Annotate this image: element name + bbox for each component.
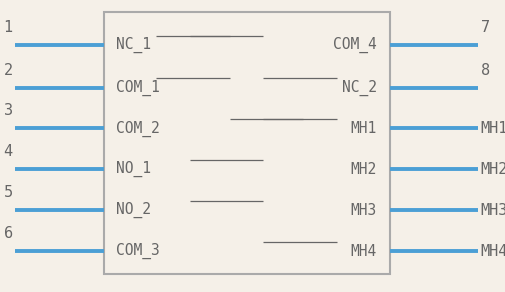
Text: COM_4: COM_4 bbox=[333, 37, 376, 53]
Text: MH4: MH4 bbox=[350, 244, 376, 259]
Text: MH2: MH2 bbox=[350, 162, 376, 177]
Text: 7: 7 bbox=[480, 20, 489, 35]
Text: NC_1: NC_1 bbox=[116, 37, 151, 53]
Text: 1: 1 bbox=[4, 20, 13, 35]
Text: MH1: MH1 bbox=[480, 121, 505, 136]
Text: COM_2: COM_2 bbox=[116, 120, 160, 137]
Text: NC_2: NC_2 bbox=[341, 79, 376, 96]
Text: COM_3: COM_3 bbox=[116, 243, 160, 259]
Text: NO_2: NO_2 bbox=[116, 202, 151, 218]
Text: MH3: MH3 bbox=[480, 203, 505, 218]
Text: MH1: MH1 bbox=[350, 121, 376, 136]
Text: NO_1: NO_1 bbox=[116, 161, 151, 178]
Text: 4: 4 bbox=[4, 144, 13, 159]
Text: MH3: MH3 bbox=[350, 203, 376, 218]
Text: 5: 5 bbox=[4, 185, 13, 200]
Text: 8: 8 bbox=[480, 62, 489, 78]
Text: 2: 2 bbox=[4, 62, 13, 78]
Text: 3: 3 bbox=[4, 103, 13, 119]
Text: MH2: MH2 bbox=[480, 162, 505, 177]
Text: 6: 6 bbox=[4, 226, 13, 241]
Text: MH4: MH4 bbox=[480, 244, 505, 259]
Text: COM_1: COM_1 bbox=[116, 79, 160, 96]
Bar bbox=[104, 12, 389, 274]
